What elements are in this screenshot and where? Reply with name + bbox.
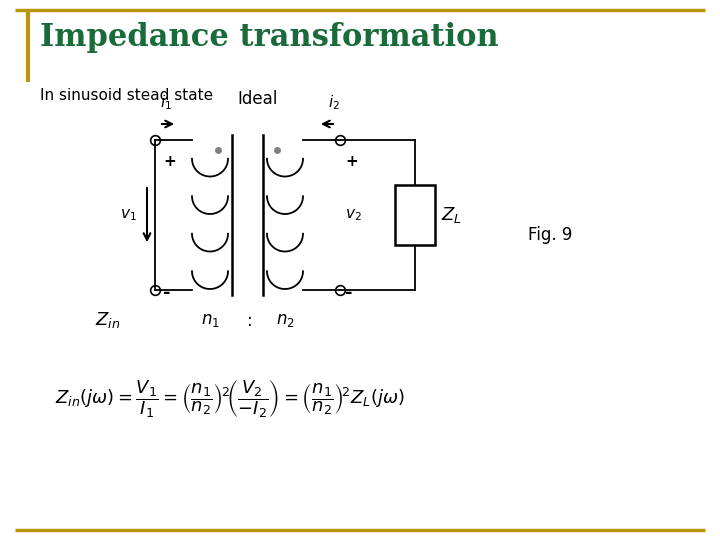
Text: $v_1$: $v_1$ (120, 207, 137, 223)
Text: -: - (345, 284, 353, 302)
Text: $n_2$: $n_2$ (276, 312, 294, 329)
Text: +: + (345, 154, 358, 169)
Text: $Z_{in}(j\omega) = \dfrac{V_1}{I_1} = \left(\dfrac{n_1}{n_2}\right)^{\!2}\!\left: $Z_{in}(j\omega) = \dfrac{V_1}{I_1} = \l… (55, 378, 405, 420)
Text: $Z_{in}$: $Z_{in}$ (95, 310, 120, 330)
Text: $Z_L$: $Z_L$ (441, 205, 462, 225)
Text: :: : (247, 312, 253, 330)
Text: $i_1$: $i_1$ (160, 93, 172, 112)
Text: +: + (163, 154, 176, 169)
Text: Ideal: Ideal (238, 90, 278, 108)
Text: -: - (163, 284, 171, 302)
Text: $n_1$: $n_1$ (201, 312, 220, 329)
Text: $v_2$: $v_2$ (345, 207, 361, 223)
Text: Impedance transformation: Impedance transformation (40, 22, 499, 53)
Text: Fig. 9: Fig. 9 (528, 226, 572, 244)
Text: $i_2$: $i_2$ (328, 93, 340, 112)
Text: In sinusoid stead state: In sinusoid stead state (40, 88, 213, 103)
Bar (395, 185, 435, 245)
